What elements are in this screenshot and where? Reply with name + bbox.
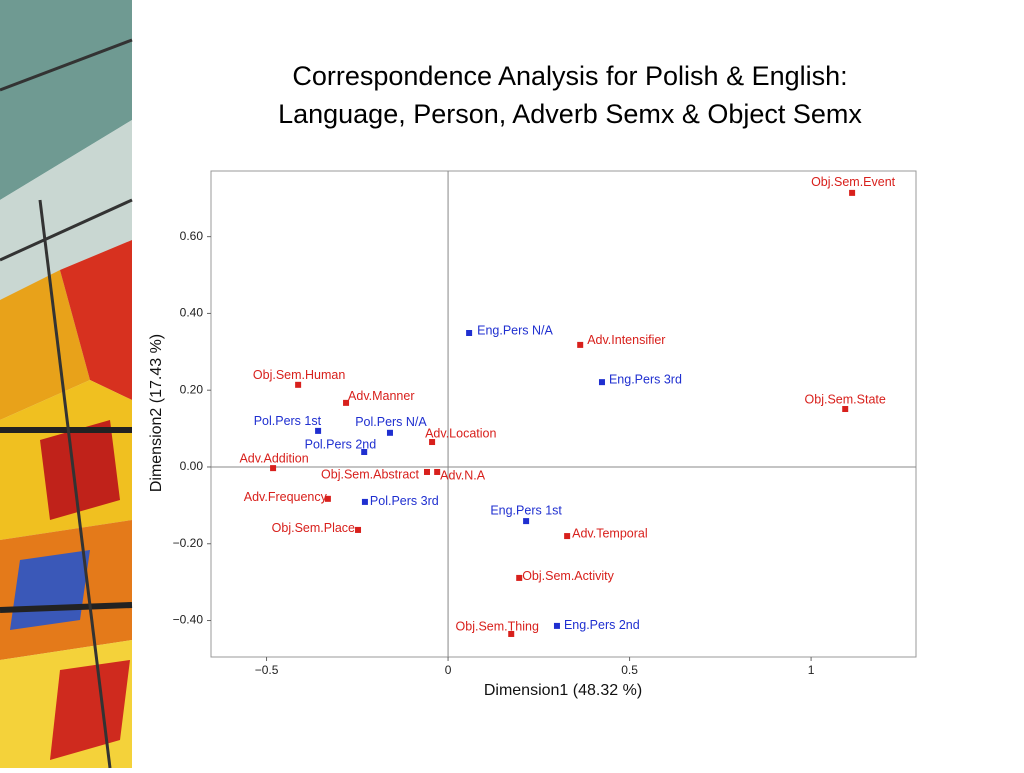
- y-tick-label: 0.20: [180, 382, 204, 396]
- point-label: Eng.Pers N/A: [477, 323, 553, 337]
- point-label: Adv.Temporal: [572, 526, 648, 540]
- point-label: Obj.Sem.Abstract: [321, 467, 419, 481]
- point-label: Pol.Pers 3rd: [370, 494, 439, 508]
- point: [564, 533, 571, 540]
- point: [577, 341, 584, 348]
- x-tick-label: −0.5: [255, 663, 279, 677]
- point-label: Adv.Location: [425, 426, 496, 440]
- point-label: Pol.Pers 2nd: [305, 437, 377, 451]
- x-tick-label: 0: [445, 663, 452, 677]
- stained-glass-decoration: [0, 0, 133, 769]
- point-label: Pol.Pers 1st: [254, 414, 322, 428]
- y-tick-label: 0.00: [180, 459, 204, 473]
- point-label: Adv.Addition: [239, 451, 308, 465]
- point: [553, 622, 560, 629]
- point-label: Obj.Sem.Event: [811, 175, 896, 189]
- plot-frame: [210, 170, 917, 658]
- point-label: Adv.Intensifier: [587, 333, 665, 347]
- point: [434, 468, 441, 475]
- point: [343, 399, 350, 406]
- point: [598, 379, 605, 386]
- y-axis-label: Dimension2 (17.43 %): [148, 334, 165, 492]
- point: [508, 630, 515, 637]
- point-label: Obj.Sem.Place: [272, 521, 355, 535]
- point-label: Eng.Pers 2nd: [564, 618, 640, 632]
- point-label: Obj.Sem.Thing: [456, 619, 539, 633]
- point: [270, 465, 277, 472]
- x-tick-label: 0.5: [621, 663, 638, 677]
- point: [324, 495, 331, 502]
- point-label: Obj.Sem.State: [805, 392, 886, 406]
- point: [516, 574, 523, 581]
- point: [842, 406, 849, 413]
- y-tick-label: −0.20: [173, 536, 204, 550]
- title-line: Correspondence Analysis for Polish & Eng…: [292, 61, 847, 91]
- point: [424, 468, 431, 475]
- point-label: Adv.Manner: [348, 389, 414, 403]
- x-axis-label: Dimension1 (48.32 %): [484, 682, 642, 699]
- point-label: Eng.Pers 1st: [490, 503, 562, 517]
- point: [429, 439, 436, 446]
- point-label: Adv.N.A: [440, 468, 486, 482]
- point-label: Obj.Sem.Activity: [522, 569, 614, 583]
- x-tick-label: 1: [808, 663, 815, 677]
- point: [466, 330, 473, 336]
- point: [295, 381, 302, 388]
- point: [361, 498, 368, 505]
- point-label: Eng.Pers 3rd: [609, 372, 682, 386]
- point: [315, 427, 322, 434]
- title-line: Language, Person, Adverb Semx & Object S…: [278, 99, 862, 129]
- point-label: Obj.Sem.Human: [253, 368, 345, 382]
- point: [386, 429, 393, 436]
- point-label: Pol.Pers N/A: [355, 415, 427, 429]
- point: [355, 526, 362, 533]
- point: [361, 449, 368, 456]
- y-tick-label: 0.60: [180, 229, 204, 243]
- y-tick-label: 0.40: [180, 306, 204, 320]
- y-tick-label: −0.40: [173, 613, 204, 627]
- point: [849, 189, 856, 196]
- point-label: Adv.Frequency: [244, 490, 328, 504]
- point: [523, 518, 530, 525]
